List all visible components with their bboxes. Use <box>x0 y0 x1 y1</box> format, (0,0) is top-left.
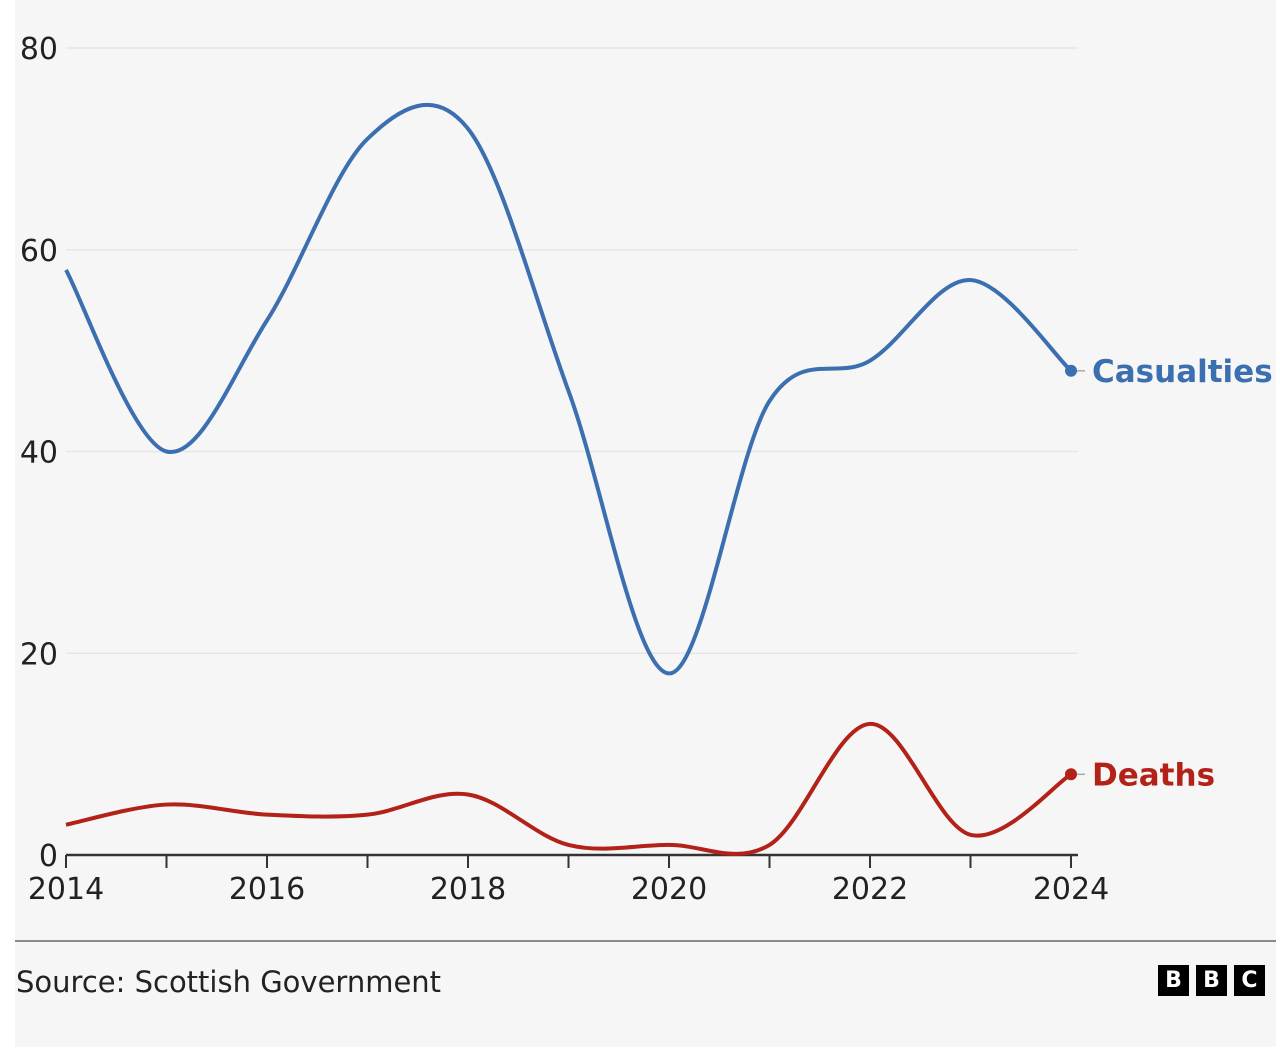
logo-letter-b2: B <box>1196 965 1227 996</box>
line-chart: 0 20 40 60 80 2014 2016 2018 2020 2022 2024 Casua… <box>20 32 1273 907</box>
series-lines <box>64 102 1073 856</box>
x-tick-label: 2018 <box>430 872 506 907</box>
logo-letter-c: C <box>1234 965 1265 996</box>
casualties-label: Casualties <box>1092 354 1273 390</box>
bbc-logo: B B C <box>1158 965 1265 996</box>
x-tick-label: 2014 <box>28 872 104 907</box>
y-tick-label: 60 <box>20 234 58 269</box>
casualties-end-marker <box>1065 364 1077 377</box>
x-tick-label: 2016 <box>229 872 305 907</box>
footer-divider <box>15 940 1276 942</box>
x-tick-label: 2024 <box>1033 872 1109 907</box>
deaths-end-marker <box>1065 768 1077 781</box>
y-tick-label: 80 <box>20 32 58 67</box>
y-axis-labels: 0 20 40 60 80 <box>20 32 58 874</box>
y-tick-label: 0 <box>39 839 58 874</box>
y-tick-label: 20 <box>20 637 58 672</box>
deaths-line <box>65 721 1073 856</box>
x-tick-label: 2022 <box>832 872 908 907</box>
y-tick-label: 40 <box>20 436 58 471</box>
source-note: Source: Scottish Government <box>16 965 442 999</box>
chart-panel <box>15 0 1276 1047</box>
deaths-label: Deaths <box>1092 757 1215 793</box>
x-axis: 2014 2016 2018 2020 2022 2024 <box>28 853 1109 907</box>
logo-letter-b1: B <box>1158 965 1189 996</box>
x-tick-label: 2020 <box>631 872 707 907</box>
casualties-line <box>64 102 1073 676</box>
gridlines <box>66 47 1078 654</box>
series-labels: Casualties Deaths <box>1065 354 1273 793</box>
